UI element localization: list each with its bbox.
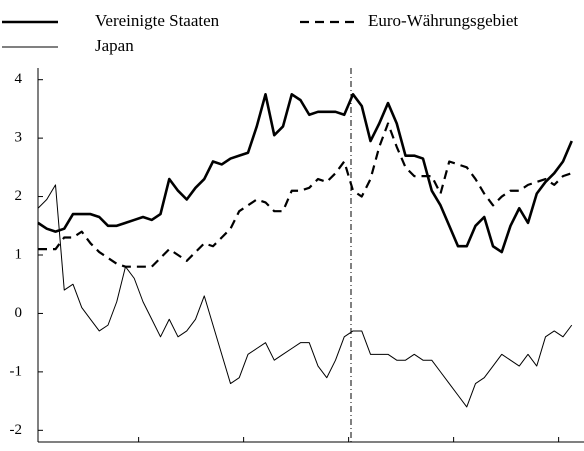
- legend-label: Euro-Währungsgebiet: [368, 11, 518, 30]
- y-tick-label: 3: [15, 130, 23, 146]
- y-tick-label: -1: [10, 363, 23, 379]
- series-line: [37, 184, 573, 408]
- x-tick-label: 2000: [281, 448, 311, 451]
- y-tick-label: 0: [15, 305, 23, 321]
- y-tick-label: -2: [10, 422, 23, 438]
- x-tick-label: 1999: [176, 448, 206, 451]
- legend-label: Vereinigte Staaten: [95, 11, 220, 30]
- y-tick-label: 4: [15, 71, 23, 87]
- legend-label: Japan: [95, 36, 134, 55]
- y-tick-label: 2: [15, 188, 23, 204]
- x-tick-label: 2001: [386, 448, 416, 451]
- y-tick-label: 1: [15, 246, 23, 262]
- series-line: [38, 122, 573, 268]
- x-tick-label: 1998: [71, 448, 101, 451]
- x-tick-label: 2002: [491, 448, 521, 451]
- series-line: [37, 92, 573, 254]
